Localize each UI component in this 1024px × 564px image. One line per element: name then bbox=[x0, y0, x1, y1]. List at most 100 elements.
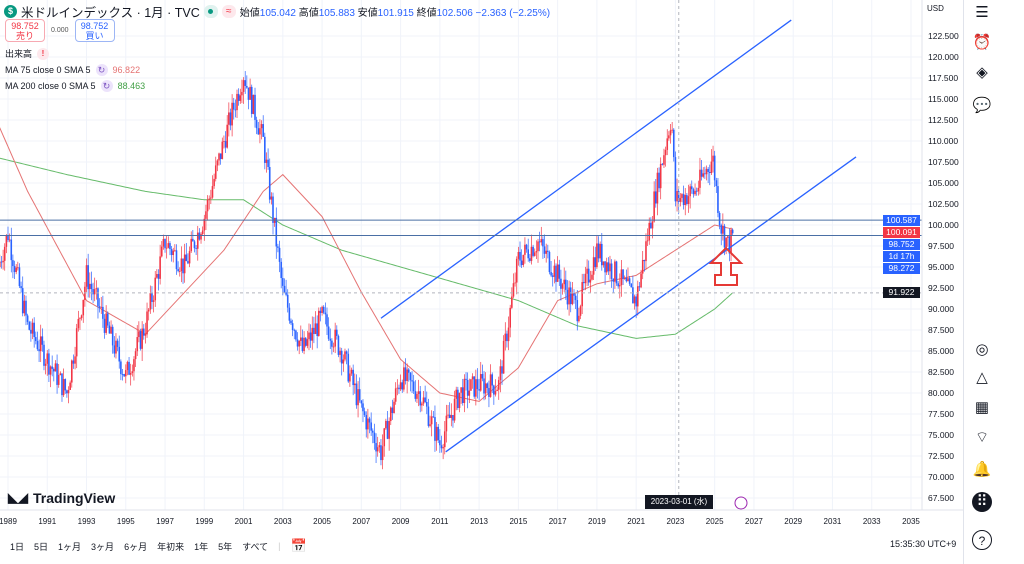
candle-body bbox=[141, 328, 143, 349]
candle-body bbox=[517, 251, 520, 259]
alert-clock-icon[interactable]: ⏰ bbox=[972, 34, 992, 51]
ma75-indicator[interactable]: MA 75 close 0 SMA 5 ↻ 96.822 bbox=[5, 64, 141, 76]
range-5d[interactable]: 5日 bbox=[34, 541, 49, 552]
candle-body bbox=[483, 378, 485, 394]
price-chart[interactable] bbox=[0, 0, 963, 564]
calendar-icon[interactable]: ▦ bbox=[974, 399, 990, 416]
candle-body bbox=[5, 235, 8, 247]
bell-icon[interactable]: 🔔 bbox=[972, 461, 992, 478]
candle-body bbox=[138, 331, 140, 338]
candle-body bbox=[579, 306, 582, 316]
tradingview-logo[interactable]: ◣◢ TradingView bbox=[8, 490, 116, 506]
range-3m[interactable]: 3ヶ月 bbox=[91, 541, 115, 552]
layers-icon[interactable]: ◈ bbox=[976, 64, 988, 81]
candle-body bbox=[223, 141, 225, 142]
candle-body bbox=[236, 93, 238, 111]
range-1d[interactable]: 1日 bbox=[10, 541, 25, 552]
candle-body bbox=[533, 252, 536, 256]
sell-button[interactable]: 98.752 売り bbox=[5, 19, 45, 42]
currency-label[interactable]: USD bbox=[927, 4, 944, 13]
candle-body bbox=[669, 130, 672, 136]
candle-body bbox=[123, 374, 125, 377]
buy-button[interactable]: 98.752 買い bbox=[74, 19, 115, 42]
candle-body bbox=[195, 248, 197, 250]
candle-body bbox=[406, 369, 408, 382]
candle-body bbox=[357, 389, 359, 406]
candle-body bbox=[651, 221, 654, 229]
candle-body bbox=[303, 337, 305, 351]
cycle-icon[interactable]: ↻ bbox=[100, 80, 113, 92]
pyramid-icon[interactable]: △ bbox=[976, 369, 988, 386]
candle-body bbox=[285, 292, 287, 295]
volume-indicator[interactable]: 出来高! bbox=[5, 47, 50, 60]
candle-body bbox=[180, 258, 183, 272]
candle-body bbox=[535, 251, 538, 253]
candle-body bbox=[53, 368, 55, 372]
candle-body bbox=[597, 243, 600, 259]
watchlist-icon[interactable]: ☰ bbox=[975, 4, 989, 21]
candle-body bbox=[514, 282, 516, 284]
clock[interactable]: 15:35:30 UTC+9 bbox=[890, 539, 957, 549]
candle-body bbox=[378, 445, 381, 448]
candle-body bbox=[411, 380, 413, 382]
time-tick: 1991 bbox=[38, 517, 57, 526]
range-all[interactable]: すべて bbox=[242, 541, 269, 552]
candle-body bbox=[484, 383, 487, 394]
candle-body bbox=[178, 271, 181, 272]
calendar-goto-icon[interactable]: 📅 bbox=[290, 538, 307, 553]
candle-body bbox=[699, 169, 701, 188]
candle-body bbox=[545, 250, 547, 254]
apps-grid-icon[interactable]: ⠿ bbox=[972, 492, 992, 512]
candle-body bbox=[416, 393, 418, 399]
symbol-title[interactable]: 米ドルインデックス · 1月 · TVC bbox=[21, 6, 200, 20]
candle-body bbox=[15, 267, 17, 273]
candle-body bbox=[319, 310, 322, 313]
help-icon[interactable]: ? bbox=[972, 530, 992, 550]
ma200-indicator[interactable]: MA 200 close 0 SMA 5 ↻ 88.463 bbox=[5, 80, 146, 92]
candle-body bbox=[36, 341, 39, 350]
warning-icon[interactable]: ! bbox=[37, 47, 50, 60]
price-label: 98.272 bbox=[883, 262, 920, 274]
target-icon[interactable]: ◎ bbox=[975, 341, 989, 358]
candle-body bbox=[509, 307, 512, 328]
candle-body bbox=[571, 293, 574, 305]
candle-body bbox=[33, 322, 35, 338]
candle-body bbox=[672, 129, 675, 158]
chat-icon[interactable]: 💬 bbox=[972, 97, 992, 114]
candle-body bbox=[286, 294, 289, 308]
candle-body bbox=[211, 186, 214, 198]
range-ytd[interactable]: 年初来 bbox=[157, 541, 185, 552]
range-6m[interactable]: 6ヶ月 bbox=[124, 541, 148, 552]
candle-body bbox=[712, 155, 714, 162]
candle-body bbox=[376, 447, 379, 452]
candle-body bbox=[149, 293, 152, 310]
symbol-header: $ 米ドルインデックス · 1月 · TVC ≈ 始値105.042 高値105… bbox=[4, 2, 550, 21]
candle-body bbox=[234, 109, 237, 111]
candle-body bbox=[398, 387, 400, 390]
candle-body bbox=[247, 87, 250, 100]
candle-body bbox=[10, 239, 13, 261]
candle-body bbox=[80, 315, 83, 319]
market-open-icon[interactable] bbox=[203, 5, 218, 18]
candle-body bbox=[702, 173, 705, 177]
candle-body bbox=[313, 327, 315, 335]
candle-body bbox=[596, 243, 598, 268]
signal-icon[interactable]: ⌔ bbox=[974, 429, 990, 446]
candle-body bbox=[174, 250, 176, 252]
candle-body bbox=[450, 415, 453, 418]
price-label: 91.922 bbox=[883, 287, 920, 299]
candle-body bbox=[142, 328, 145, 336]
time-tick: 2031 bbox=[823, 517, 842, 526]
delayed-data-icon[interactable]: ≈ bbox=[221, 5, 236, 18]
candle-body bbox=[717, 186, 719, 213]
cycle-icon[interactable]: ↻ bbox=[95, 64, 108, 76]
candle-body bbox=[98, 306, 101, 308]
candle-body bbox=[48, 353, 50, 375]
range-1y[interactable]: 1年 bbox=[194, 541, 209, 552]
candle-body bbox=[448, 414, 451, 418]
candle-body bbox=[246, 85, 248, 88]
time-tick: 1989 bbox=[0, 517, 17, 526]
candle-body bbox=[62, 379, 65, 396]
range-1m[interactable]: 1ヶ月 bbox=[58, 541, 82, 552]
range-5y[interactable]: 5年 bbox=[218, 541, 233, 552]
